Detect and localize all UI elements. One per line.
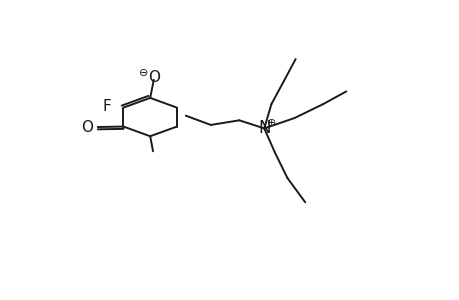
Text: O: O (81, 119, 93, 134)
Text: N: N (257, 119, 270, 137)
Text: O: O (147, 70, 159, 85)
Text: ⊖: ⊖ (139, 68, 148, 78)
Text: F: F (102, 99, 111, 114)
Text: ⊕: ⊕ (267, 118, 276, 128)
